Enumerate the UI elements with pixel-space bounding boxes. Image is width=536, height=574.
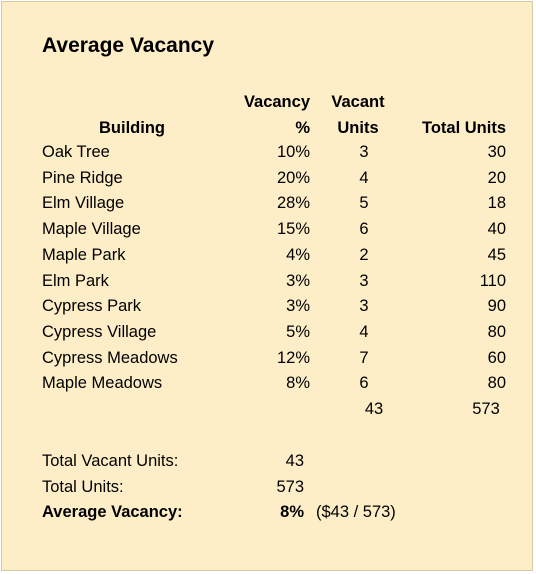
totals-vacant-units: 43 [364, 400, 384, 418]
page-title: Average Vacancy [42, 34, 215, 57]
vacancy-percent: 3% [286, 297, 310, 315]
header-building: Building [99, 119, 165, 137]
vacancy-percent: 12% [276, 349, 310, 367]
vacancy-percent: 5% [286, 323, 310, 341]
summary-average-label: Average Vacancy: [42, 503, 183, 521]
total-units: 60 [487, 349, 506, 367]
vacant-units: 3 [359, 143, 369, 161]
total-units: 20 [487, 169, 506, 187]
vacant-units: 6 [359, 220, 369, 238]
vacant-units: 6 [359, 374, 369, 392]
building-name: Maple Meadows [42, 374, 163, 392]
header-vacancy-line2: % [295, 119, 310, 137]
total-units: 18 [487, 194, 506, 212]
summary-average-value: 8% [280, 503, 304, 521]
total-units: 110 [479, 272, 506, 290]
total-units: 30 [487, 143, 506, 161]
header-vacancy-line1: Vacancy [243, 93, 310, 111]
vacant-units: 2 [359, 246, 369, 264]
summary-vacant-label: Total Vacant Units: [42, 452, 179, 470]
total-units: 80 [487, 323, 506, 341]
vacant-units: 3 [359, 272, 369, 290]
summary-units-value: 573 [276, 478, 304, 496]
building-name: Elm Village [42, 194, 125, 212]
vacant-units: 4 [359, 169, 369, 187]
building-name: Pine Ridge [42, 169, 123, 187]
vacancy-percent: 8% [286, 374, 310, 392]
summary-vacant-value: 43 [285, 452, 304, 470]
vacancy-percent: 10% [276, 143, 310, 161]
summary-units-label: Total Units: [42, 478, 124, 496]
vacancy-percent: 20% [276, 169, 310, 187]
vacant-units: 3 [359, 297, 369, 315]
building-name: Cypress Village [42, 323, 157, 341]
building-name: Cypress Meadows [42, 349, 178, 367]
vacancy-percent: 3% [286, 272, 310, 290]
total-units: 90 [487, 297, 506, 315]
vacancy-percent: 4% [286, 246, 310, 264]
header-vacant-line1: Vacant [331, 93, 385, 111]
building-name: Oak Tree [42, 143, 110, 161]
building-name: Elm Park [42, 272, 109, 290]
totals-total-units: 573 [472, 400, 500, 418]
summary-average-note: ($43 / 573) [316, 503, 396, 521]
vacant-units: 7 [359, 349, 369, 367]
building-name: Cypress Park [42, 297, 142, 315]
total-units: 40 [487, 220, 506, 238]
building-name: Maple Park [42, 246, 126, 264]
total-units: 80 [487, 374, 506, 392]
vacancy-percent: 15% [276, 220, 310, 238]
building-name: Maple Village [42, 220, 141, 238]
vacant-units: 4 [359, 323, 369, 341]
vacant-units: 5 [359, 194, 369, 212]
total-units: 45 [487, 246, 506, 264]
header-vacant-line2: Units [337, 119, 379, 137]
header-total-units: Total Units [421, 119, 506, 137]
vacancy-percent: 28% [276, 194, 310, 212]
